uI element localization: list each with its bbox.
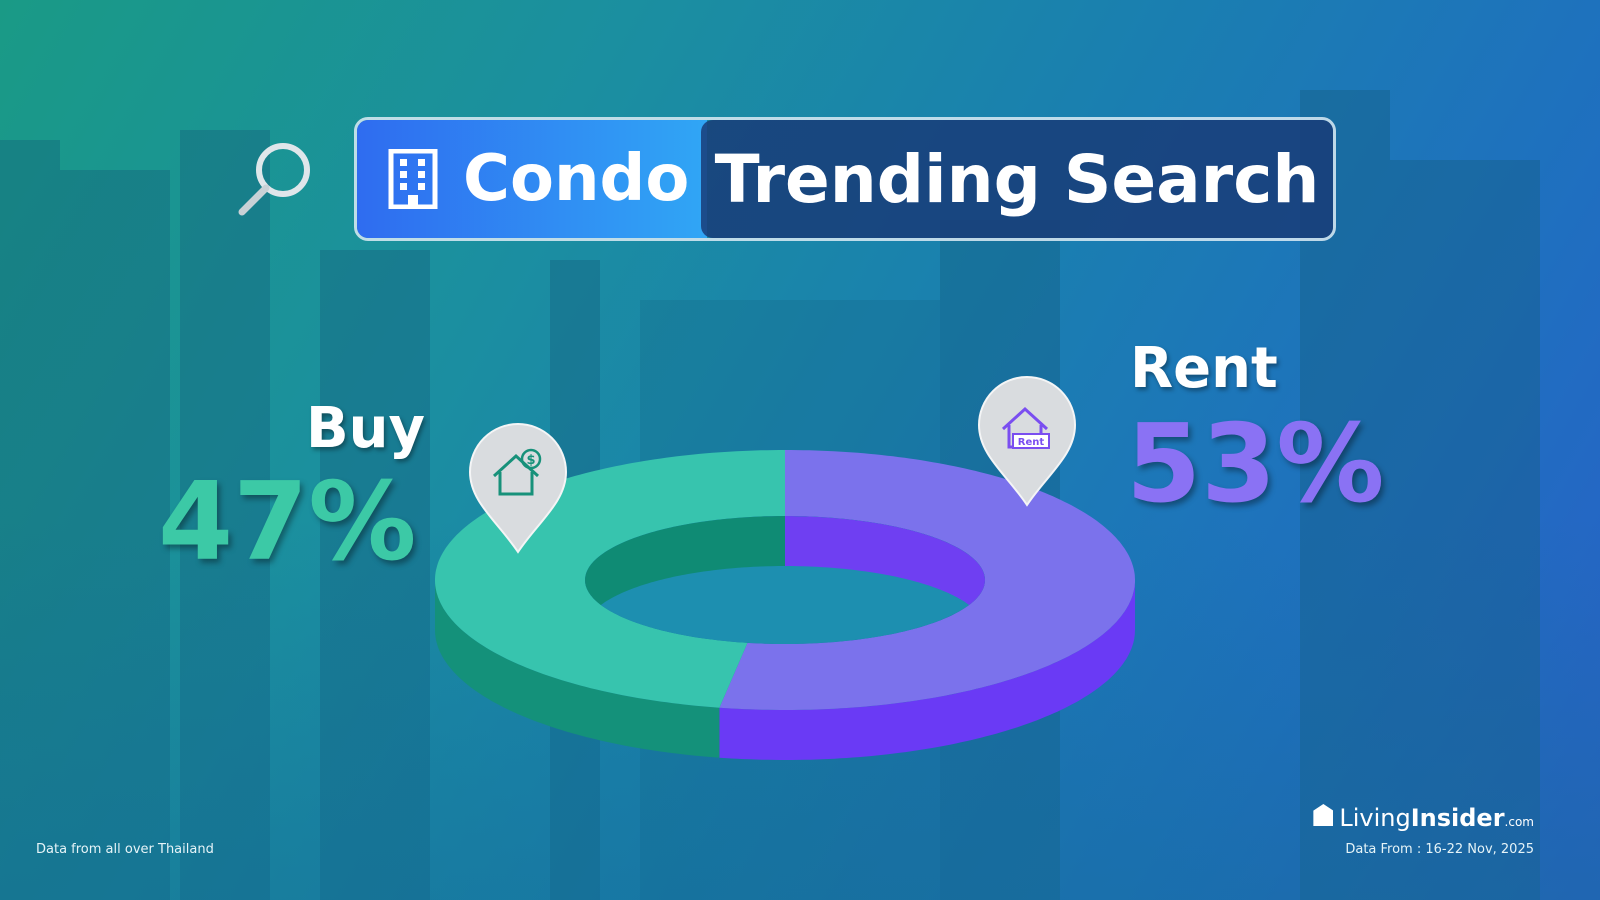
svg-text:$: $ bbox=[526, 453, 535, 468]
footer-date: Data From : 16-22 Nov, 2025 bbox=[1345, 842, 1534, 857]
category-tag: Condo bbox=[357, 120, 707, 238]
rent-inner-wall bbox=[785, 516, 985, 630]
logo: Living Insider .com bbox=[1313, 804, 1534, 832]
buy-slice-side bbox=[435, 580, 720, 758]
buy-inner-wall bbox=[585, 516, 785, 630]
pin-rent-label: Rent bbox=[1018, 437, 1045, 448]
footer-source: Data from all over Thailand bbox=[36, 842, 214, 857]
logo-text: Living bbox=[1339, 804, 1411, 832]
rent-slice bbox=[719, 450, 1135, 710]
title-banner: Condo Trending Search bbox=[354, 117, 1336, 241]
rent-slice-side bbox=[719, 580, 1135, 760]
logo-text-bold: Insider bbox=[1410, 804, 1505, 832]
building-icon bbox=[388, 149, 438, 209]
house-dollar-pin-icon: $ bbox=[468, 423, 568, 554]
buy-label: Buy bbox=[306, 396, 426, 461]
rent-label: Rent bbox=[1130, 336, 1278, 401]
logo-icon bbox=[1313, 804, 1334, 826]
buy-percent: 47% bbox=[158, 460, 417, 585]
category-label: Condo bbox=[463, 142, 690, 216]
rent-percent: 53% bbox=[1126, 402, 1385, 527]
banner-title: Trending Search bbox=[714, 140, 1320, 218]
logo-suffix: .com bbox=[1504, 815, 1534, 829]
house-rent-pin-icon: Rent bbox=[977, 376, 1077, 507]
search-icon bbox=[238, 143, 310, 216]
